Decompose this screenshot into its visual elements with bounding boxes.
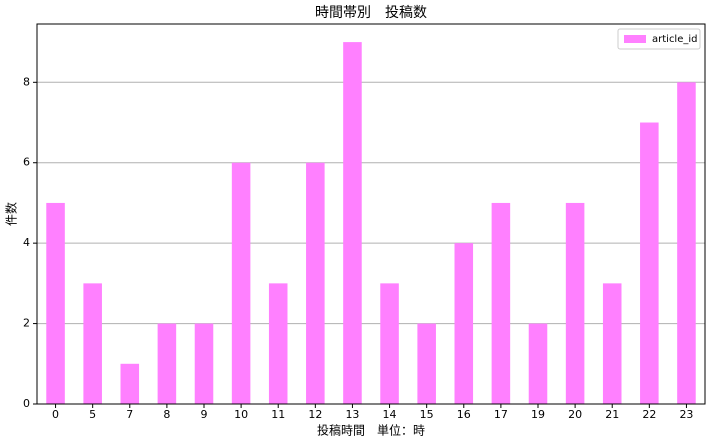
bar	[194, 323, 214, 404]
y-tick-label: 4	[23, 236, 30, 249]
legend-swatch	[624, 35, 646, 43]
x-tick-label: 22	[642, 408, 656, 421]
bar	[120, 363, 140, 404]
plot-frame	[36, 23, 706, 405]
bar	[417, 323, 436, 404]
x-axis-label: 投稿時間 単位：時	[317, 423, 425, 438]
x-tick-label: 21	[605, 408, 619, 421]
bar	[528, 323, 548, 404]
y-tick-label: 6	[23, 156, 30, 169]
x-tick-label: 17	[494, 408, 508, 421]
legend-label: article_id	[652, 34, 698, 45]
y-axis-label: 件数	[4, 202, 19, 226]
x-tick-label: 23	[679, 408, 693, 421]
x-tick-label: 12	[308, 408, 322, 421]
x-tick-label: 15	[420, 408, 434, 421]
bar	[46, 202, 65, 404]
x-tick-label: 16	[457, 408, 471, 421]
x-tick-label: 11	[271, 408, 285, 421]
bar	[677, 82, 696, 404]
bar	[157, 323, 177, 404]
x-tick-label: 9	[201, 408, 208, 421]
x-tick-label: 7	[126, 408, 133, 421]
bar	[491, 202, 511, 404]
x-tick-label: 20	[568, 408, 582, 421]
bar	[454, 243, 474, 404]
x-tick-label: 14	[383, 408, 397, 421]
legend-box	[617, 28, 701, 50]
y-tick-label: 2	[23, 317, 30, 330]
bar	[231, 162, 251, 404]
bar	[640, 122, 659, 404]
bar	[380, 283, 399, 404]
bar	[343, 42, 362, 404]
bar	[268, 283, 288, 404]
bar	[306, 162, 325, 404]
y-tick-label: 8	[23, 75, 30, 88]
x-tick-label: 13	[345, 408, 359, 421]
chart-title: 時間帯別 投稿数	[315, 5, 427, 21]
bar	[565, 202, 585, 404]
x-tick-label: 19	[531, 408, 545, 421]
x-tick-label: 8	[163, 408, 170, 421]
x-tick-label: 5	[89, 408, 96, 421]
x-tick-label: 0	[52, 408, 59, 421]
bar	[602, 283, 622, 404]
y-tick-label: 0	[23, 397, 30, 410]
x-tick-label: 10	[234, 408, 248, 421]
bar	[83, 283, 102, 404]
